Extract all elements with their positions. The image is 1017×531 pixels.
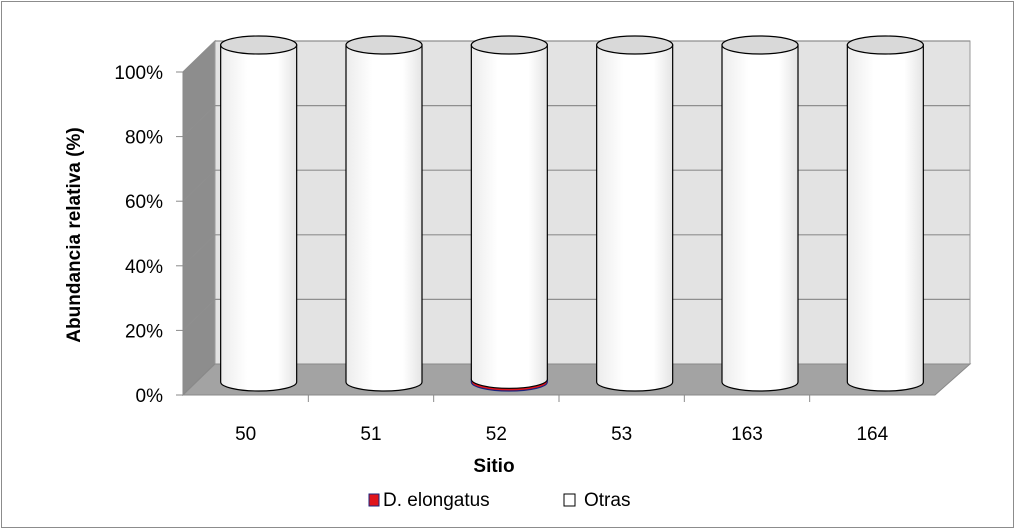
bar-top-163 [721,35,799,55]
legend-label-d-elongatus: D. elongatus [383,490,490,511]
bar-top-53 [596,35,674,55]
gridline-side [182,105,216,138]
bars [220,35,924,392]
bar-164-otras [846,44,924,392]
bar-top-52 [470,35,548,55]
x-tick-labels: 50 51 52 53 163 164 [183,394,935,445]
y-tick-label: 80% [125,128,163,149]
y-tick-labels: 0% 20% 40% 60% 80% 100% [114,63,163,407]
x-tick-label: 163 [731,424,763,445]
x-tick-label: 53 [611,424,632,445]
x-axis-title: Sitio [473,456,514,477]
side-wall [182,39,216,397]
gridline-side [182,169,216,202]
legend-swatch-d-elongatus [368,493,380,507]
gridlines [176,40,970,396]
x-tick-label: 51 [360,424,381,445]
x-tick-label: 50 [235,424,256,445]
bar-52-otras [470,44,548,389]
y-tick-label: 60% [125,192,163,213]
bar-top-51 [345,35,423,55]
y-tick-label: 100% [114,63,163,84]
y-tick-label: 0% [136,386,164,407]
gridline-side [182,298,216,331]
gridline-side [182,234,216,267]
legend-label-otras: Otras [584,490,630,511]
x-tick-label: 164 [856,424,888,445]
legend: D. elongatus Otras [368,490,630,511]
y-axis-title: Abundancia relativa (%) [64,127,85,342]
bar-53-otras [596,44,674,392]
bar-top-164 [846,35,924,55]
bar-top-50 [220,35,298,55]
legend-swatch-otras [563,493,576,507]
gridline-side [182,40,216,73]
y-tick-label: 20% [125,321,163,342]
x-tick-label: 52 [486,424,507,445]
bar-50-otras [220,44,298,392]
y-tick-label: 40% [125,257,163,278]
bar-163-otras [721,44,799,392]
bar-51-otras [345,44,423,392]
